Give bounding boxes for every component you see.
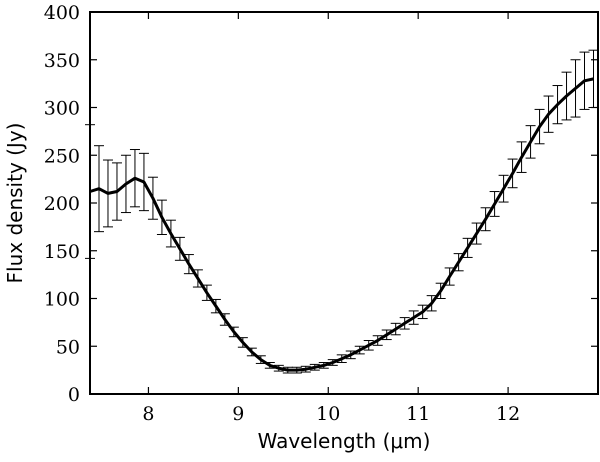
y-tick-label: 200 (44, 193, 80, 215)
y-tick-label: 50 (56, 336, 80, 358)
series-line (89, 77, 594, 372)
y-tick-label: 0 (68, 384, 80, 406)
x-tick-label: 9 (232, 403, 244, 425)
y-tick-label: 250 (44, 145, 80, 167)
x-axis-ticks: 8 9 10 11 12 (142, 12, 520, 425)
series-group (89, 77, 594, 372)
y-tick-label: 300 (44, 98, 80, 120)
y-axis-label: Flux density (Jy) (3, 123, 27, 284)
x-tick-label: 12 (496, 403, 520, 425)
plot-frame (89, 11, 599, 395)
x-axis-label: Wavelength (μm) (258, 429, 431, 453)
y-tick-label: 100 (44, 289, 80, 311)
error-bars (85, 49, 599, 374)
x-tick-label: 10 (316, 403, 340, 425)
y-axis-ticks: 0 50 100 150 200 250 300 350 400 (44, 2, 598, 406)
y-tick-label: 350 (44, 50, 80, 72)
y-tick-label: 150 (44, 241, 80, 263)
x-tick-label: 11 (406, 403, 430, 425)
y-tick-label: 400 (44, 2, 80, 24)
x-tick-label: 8 (142, 403, 154, 425)
